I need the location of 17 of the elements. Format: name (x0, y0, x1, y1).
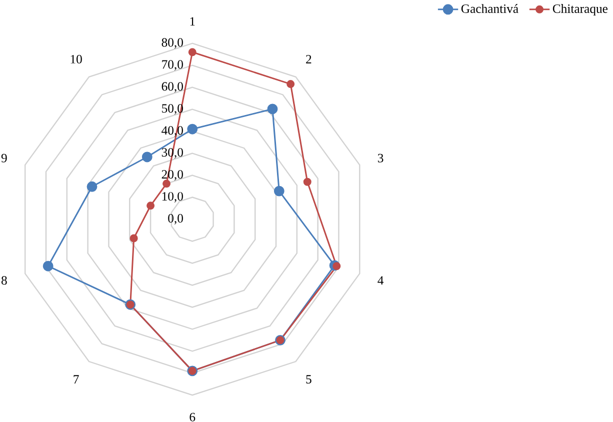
legend-label: Gachantivá (461, 4, 518, 13)
y-tick-label: 80,0 (162, 38, 183, 48)
spoke-label: 1 (190, 17, 195, 26)
y-tick-label: 10,0 (162, 192, 183, 202)
y-tick-label: 60,0 (162, 82, 183, 92)
spoke-label: 9 (1, 154, 7, 162)
legend-label: Chitaraque (552, 4, 608, 16)
spoke-label: 2 (306, 54, 312, 64)
spoke-label: 8 (1, 276, 7, 284)
y-tick-label: 70,0 (162, 60, 183, 70)
spoke-label: 6 (190, 412, 196, 422)
spoke-label: 4 (378, 276, 384, 284)
spoke-label: 10 (70, 54, 82, 64)
y-tick-label: 0,0 (168, 214, 183, 224)
spoke-label: 7 (74, 374, 79, 384)
spoke-label: 5 (306, 374, 312, 384)
spoke-label: 3 (378, 154, 384, 162)
